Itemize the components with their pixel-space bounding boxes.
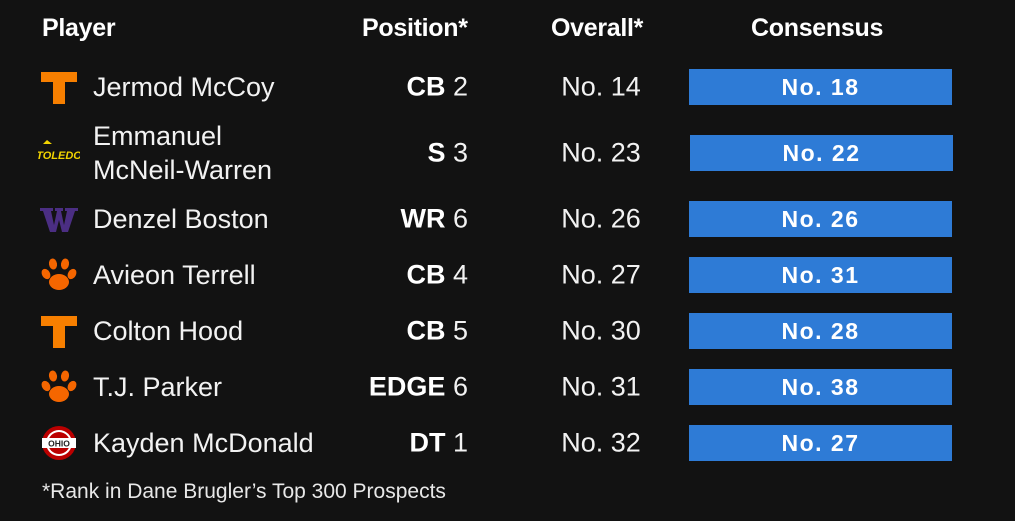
- player-name: Avieon Terrell: [93, 260, 256, 290]
- consensus-badge: No. 28: [689, 313, 952, 349]
- consensus-badge: No. 22: [690, 135, 953, 171]
- tennessee-logo-icon: [38, 310, 80, 352]
- consensus-badge: No. 31: [689, 257, 952, 293]
- player-name: Jermod McCoy: [93, 72, 275, 102]
- overall-rank: No. 26: [561, 203, 641, 234]
- position-rank: 6: [452, 203, 468, 234]
- clemson-logo-icon: [38, 366, 80, 408]
- consensus-badge: No. 26: [689, 201, 952, 237]
- table-row: OHIO Kayden McDonald DT 1 No. 32 No. 27: [0, 418, 1015, 468]
- svg-text:OHIO: OHIO: [48, 439, 70, 449]
- table-row: Avieon Terrell CB 4 No. 27 No. 31: [0, 250, 1015, 300]
- table-row: Denzel Boston WR 6 No. 26 No. 26: [0, 194, 1015, 244]
- position-code: DT: [409, 427, 446, 458]
- position-code: CB: [406, 71, 446, 102]
- position-code: CB: [406, 259, 446, 290]
- header-overall: Overall*: [551, 14, 644, 42]
- position-cell: WR 6: [400, 204, 468, 235]
- header-player: Player: [42, 14, 116, 42]
- position-cell: S 3: [427, 138, 468, 169]
- position-rank: 5: [452, 315, 468, 346]
- position-cell: CB 4: [406, 260, 468, 291]
- position-rank: 3: [452, 137, 468, 168]
- player-name: Emmanuel McNeil-Warren: [93, 121, 273, 185]
- consensus-badge: No. 38: [689, 369, 952, 405]
- player-name: Kayden McDonald: [93, 428, 314, 458]
- consensus-badge: No. 18: [689, 69, 952, 105]
- position-cell: EDGE 6: [369, 372, 468, 403]
- position-code: CB: [406, 315, 446, 346]
- position-code: S: [427, 137, 446, 168]
- svg-text:TOLEDO: TOLEDO: [38, 150, 80, 162]
- position-code: EDGE: [368, 371, 446, 402]
- header-consensus: Consensus: [751, 14, 884, 42]
- position-rank: 4: [452, 259, 468, 290]
- overall-rank: No. 14: [561, 71, 641, 102]
- position-rank: 1: [452, 427, 468, 458]
- toledo-logo-icon: TOLEDO: [38, 132, 80, 174]
- position-cell: CB 2: [406, 72, 468, 103]
- position-rank: 2: [452, 71, 468, 102]
- table-row: Colton Hood CB 5 No. 30 No. 28: [0, 306, 1015, 356]
- overall-rank: No. 23: [561, 137, 641, 168]
- overall-rank: No. 27: [561, 259, 641, 290]
- table-row: T.J. Parker EDGE 6 No. 31 No. 38: [0, 362, 1015, 412]
- position-rank: 6: [452, 371, 468, 402]
- header-position: Position*: [362, 14, 468, 42]
- ohio-state-logo-icon: OHIO: [38, 422, 80, 464]
- position-code: WR: [400, 203, 446, 234]
- position-cell: DT 1: [409, 428, 468, 459]
- player-name: Denzel Boston: [93, 204, 269, 234]
- table-row: Jermod McCoy CB 2 No. 14 No. 18: [0, 62, 1015, 112]
- washington-logo-icon: [38, 198, 80, 240]
- clemson-logo-icon: [38, 254, 80, 296]
- position-cell: CB 5: [406, 316, 468, 347]
- tennessee-logo-icon: [38, 66, 80, 108]
- footnote: *Rank in Dane Brugler’s Top 300 Prospect…: [42, 480, 446, 503]
- player-name: Colton Hood: [93, 316, 244, 346]
- consensus-badge: No. 27: [689, 425, 952, 461]
- overall-rank: No. 32: [561, 427, 641, 458]
- overall-rank: No. 31: [561, 371, 641, 402]
- table-row: TOLEDO Emmanuel McNeil-Warren S 3 No. 23…: [0, 121, 1015, 185]
- overall-rank: No. 30: [561, 315, 641, 346]
- player-name: T.J. Parker: [93, 372, 223, 402]
